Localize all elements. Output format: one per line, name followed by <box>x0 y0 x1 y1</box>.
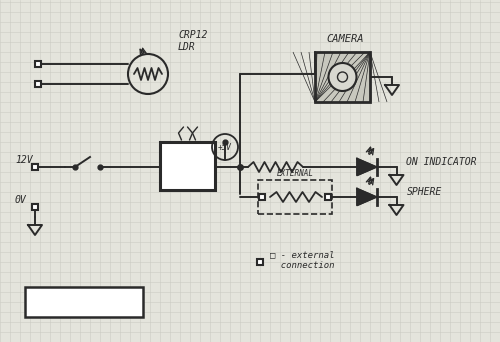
Bar <box>25 287 143 317</box>
Bar <box>259 194 265 200</box>
Text: CAMERA: CAMERA <box>326 34 364 44</box>
Text: ON INDICATOR: ON INDICATOR <box>406 157 477 167</box>
Text: SPHERE: SPHERE <box>406 187 442 197</box>
Bar <box>32 204 38 210</box>
Text: REG: REG <box>175 159 200 173</box>
Bar <box>160 142 215 190</box>
Bar <box>32 164 38 170</box>
Bar <box>315 52 370 102</box>
Bar <box>257 259 263 265</box>
Text: +5V: +5V <box>218 143 232 152</box>
Bar <box>325 194 331 200</box>
Circle shape <box>328 63 356 91</box>
Bar <box>35 61 41 67</box>
Text: 12V: 12V <box>15 155 32 165</box>
Text: EXTERNAL: EXTERNAL <box>276 169 314 178</box>
Polygon shape <box>357 188 376 206</box>
Bar <box>258 180 332 214</box>
Bar <box>35 81 41 87</box>
Text: CRP12
LDR: CRP12 LDR <box>178 30 208 52</box>
Text: □ - external
  connection: □ - external connection <box>270 250 334 270</box>
Text: ELECTRICS: ELECTRICS <box>46 295 122 309</box>
Text: 0V: 0V <box>15 195 27 205</box>
Polygon shape <box>357 159 376 175</box>
